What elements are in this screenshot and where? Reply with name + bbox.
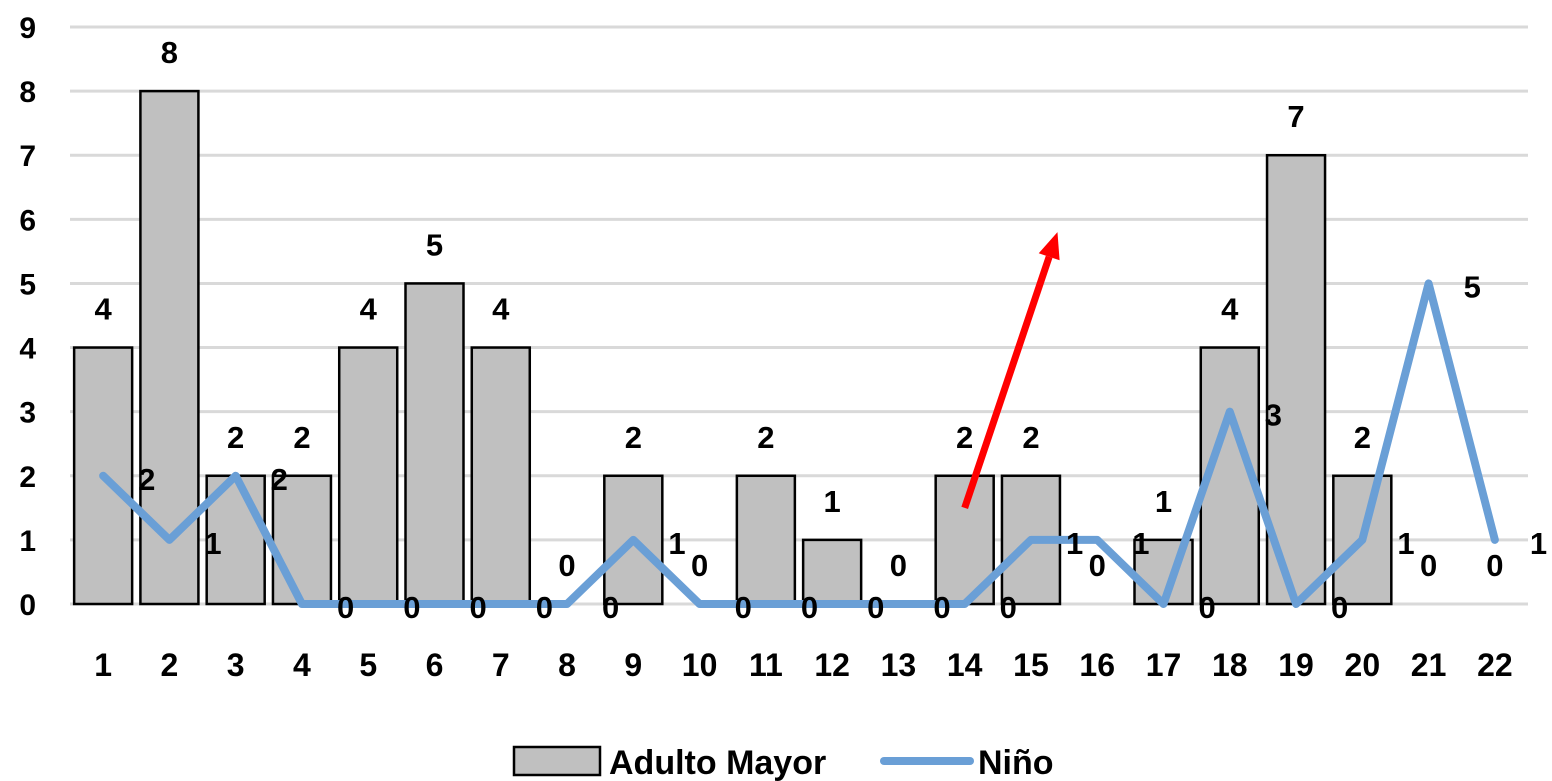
y-tick-label: 8 xyxy=(19,76,36,109)
data-label-adulto-mayor: 2 xyxy=(227,420,244,455)
x-tick-label: 1 xyxy=(94,647,112,683)
legend-label-adulto-mayor: Adulto Mayor xyxy=(609,744,826,781)
x-tick-label: 5 xyxy=(359,647,377,683)
data-label-adulto-mayor: 4 xyxy=(95,292,113,327)
y-tick-label: 7 xyxy=(19,140,36,173)
x-tick-label: 12 xyxy=(814,647,850,683)
legend-swatch-adulto-mayor xyxy=(512,745,602,777)
data-label-adulto-mayor: 2 xyxy=(757,420,774,455)
data-label-nino: 0 xyxy=(536,590,553,625)
bar xyxy=(1265,153,1327,606)
bar xyxy=(470,346,532,606)
legend: Adulto Mayor Niño xyxy=(512,744,1054,781)
x-tick-label: 18 xyxy=(1212,647,1248,683)
x-tick-label: 9 xyxy=(624,647,642,683)
data-label-nino: 1 xyxy=(1530,526,1547,561)
x-tick-label: 2 xyxy=(161,647,179,683)
data-label-adulto-mayor: 2 xyxy=(956,420,973,455)
x-axis-ticks: 1 2 3 4 5 6 7 8 9 10 11 12 13 14 15 16 17 18 19 20 21 22 xyxy=(94,647,1512,683)
annotation-arrow xyxy=(961,232,1060,509)
data-label-adulto-mayor: 4 xyxy=(360,292,378,327)
data-label-adulto-mayor: 0 xyxy=(1420,548,1437,583)
x-tick-label: 11 xyxy=(749,647,783,683)
data-label-adulto-mayor: 0 xyxy=(890,548,907,583)
data-label-adulto-mayor: 4 xyxy=(1221,292,1239,327)
bar xyxy=(404,282,465,606)
data-label-nino: 1 xyxy=(1397,526,1414,561)
x-tick-label: 10 xyxy=(682,647,718,683)
x-tick-label: 20 xyxy=(1345,647,1381,683)
x-tick-label: 6 xyxy=(426,647,444,683)
data-label-adulto-mayor: 0 xyxy=(1486,548,1503,583)
y-tick-label: 3 xyxy=(19,397,36,430)
data-label-nino: 0 xyxy=(867,590,884,625)
bar xyxy=(735,474,797,606)
data-label-adulto-mayor: 0 xyxy=(558,548,575,583)
data-label-nino: 1 xyxy=(668,526,685,561)
x-tick-label: 15 xyxy=(1013,647,1049,683)
bar xyxy=(337,346,399,606)
y-tick-label: 5 xyxy=(19,268,36,301)
data-label-nino: 0 xyxy=(801,590,818,625)
data-label-adulto-mayor: 2 xyxy=(1354,420,1371,455)
y-tick-label: 0 xyxy=(19,589,36,622)
data-label-adulto-mayor: 2 xyxy=(625,420,642,455)
x-tick-label: 16 xyxy=(1079,647,1115,683)
x-tick-label: 19 xyxy=(1278,647,1314,683)
x-tick-label: 3 xyxy=(227,647,245,683)
data-label-nino: 0 xyxy=(933,590,950,625)
data-label-nino: 1 xyxy=(1132,526,1149,561)
data-label-nino: 3 xyxy=(1265,398,1282,433)
y-axis-ticks: 0 1 2 3 4 5 6 7 8 9 xyxy=(19,12,36,622)
y-tick-label: 1 xyxy=(19,525,36,558)
data-label-nino: 0 xyxy=(1199,590,1216,625)
y-tick-label: 2 xyxy=(19,461,36,494)
bar xyxy=(801,538,863,606)
arrow-head xyxy=(1038,232,1060,261)
x-tick-label: 21 xyxy=(1411,647,1447,683)
data-label-adulto-mayor: 1 xyxy=(1155,484,1172,519)
data-label-nino: 5 xyxy=(1464,269,1481,304)
x-tick-label: 13 xyxy=(881,647,917,683)
x-tick-label: 4 xyxy=(293,647,311,683)
data-label-nino: 2 xyxy=(138,462,155,497)
data-label-nino: 0 xyxy=(602,590,619,625)
legend-label-nino: Niño xyxy=(978,744,1054,781)
x-tick-label: 8 xyxy=(558,647,576,683)
data-label-adulto-mayor: 1 xyxy=(824,484,841,519)
y-tick-label: 9 xyxy=(19,12,36,45)
data-label-nino: 0 xyxy=(337,590,354,625)
data-label-adulto-mayor: 2 xyxy=(1022,420,1039,455)
data-label-adulto-mayor: 7 xyxy=(1287,99,1304,134)
data-label-adulto-mayor: 8 xyxy=(161,35,178,70)
data-label-nino: 2 xyxy=(271,462,288,497)
data-label-nino: 0 xyxy=(1000,590,1017,625)
data-label-nino: 0 xyxy=(735,590,752,625)
data-label-nino: 0 xyxy=(1331,590,1348,625)
data-label-nino: 0 xyxy=(403,590,420,625)
x-tick-label: 17 xyxy=(1146,647,1182,683)
data-label-nino: 1 xyxy=(204,526,221,561)
x-tick-label: 14 xyxy=(947,647,983,683)
data-label-nino: 0 xyxy=(470,590,487,625)
x-tick-label: 22 xyxy=(1477,647,1513,683)
y-tick-label: 6 xyxy=(19,204,36,237)
line-series-nino xyxy=(99,279,1499,608)
data-label-adulto-mayor: 0 xyxy=(1089,548,1106,583)
data-label-adulto-mayor: 4 xyxy=(492,292,510,327)
bar xyxy=(139,89,200,606)
arrow-shaft xyxy=(961,255,1053,509)
data-label-adulto-mayor: 5 xyxy=(426,227,443,262)
x-tick-label: 7 xyxy=(492,647,510,683)
data-label-adulto-mayor: 2 xyxy=(293,420,310,455)
data-label-adulto-mayor: 0 xyxy=(691,548,708,583)
data-label-nino: 1 xyxy=(1066,526,1083,561)
y-tick-label: 4 xyxy=(19,333,36,366)
